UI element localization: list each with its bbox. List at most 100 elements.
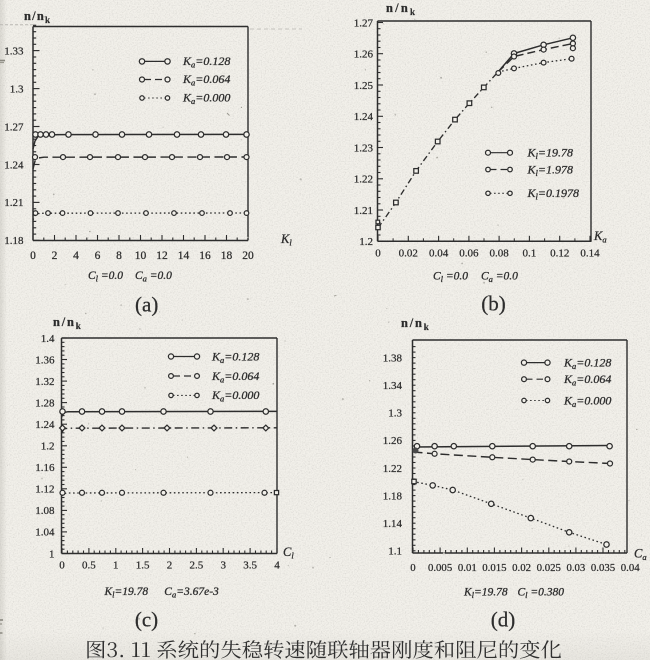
svg-text:Cl: Cl (283, 545, 294, 561)
svg-text:1.27: 1.27 (4, 121, 24, 133)
svg-text:0.06: 0.06 (459, 248, 479, 260)
svg-text:0.035: 0.035 (591, 562, 615, 574)
svg-text:4: 4 (274, 560, 280, 572)
svg-text:1.24: 1.24 (4, 159, 24, 171)
svg-text:1.26: 1.26 (383, 435, 403, 447)
svg-text:2: 2 (52, 250, 58, 262)
svg-text:3: 3 (220, 560, 226, 572)
svg-text:Ca=3.67e-3: Ca=3.67e-3 (164, 586, 219, 600)
svg-text:1.18: 1.18 (4, 235, 24, 247)
svg-text:Ka=0.128: Ka=0.128 (182, 54, 230, 70)
svg-text:1.1: 1.1 (388, 546, 402, 558)
svg-text:Ka=0.064: Ka=0.064 (563, 372, 611, 388)
svg-text:0.04: 0.04 (429, 248, 449, 260)
svg-text:2: 2 (167, 560, 173, 572)
svg-text:(d): (d) (491, 608, 516, 632)
svg-text:0.14: 0.14 (580, 248, 600, 260)
svg-text:1.25: 1.25 (354, 80, 374, 92)
svg-text:Ka=0.064: Ka=0.064 (211, 369, 259, 385)
svg-text:1.21: 1.21 (4, 197, 23, 209)
svg-text:Ka=0.064: Ka=0.064 (182, 72, 230, 88)
svg-text:n/nk: n/nk (401, 316, 431, 332)
svg-text:1.2: 1.2 (41, 441, 55, 453)
svg-text:0.1: 0.1 (523, 248, 537, 260)
svg-text:Ka=0.000: Ka=0.000 (563, 393, 611, 409)
svg-text:18: 18 (221, 250, 233, 262)
svg-text:1.23: 1.23 (354, 142, 374, 154)
svg-text:0.005: 0.005 (428, 562, 452, 574)
svg-text:1.21: 1.21 (354, 205, 373, 217)
svg-text:n/nk: n/nk (53, 315, 83, 331)
svg-text:(a): (a) (135, 293, 158, 317)
svg-text:n/nk: n/nk (386, 1, 417, 17)
svg-text:1: 1 (49, 548, 55, 560)
svg-text:10: 10 (135, 250, 147, 262)
svg-text:0.025: 0.025 (537, 562, 561, 574)
svg-text:0: 0 (410, 562, 415, 574)
svg-text:1.04: 1.04 (35, 527, 55, 539)
svg-text:0.02: 0.02 (399, 248, 418, 260)
svg-text:1.34: 1.34 (383, 380, 403, 392)
svg-text:0.5: 0.5 (82, 560, 96, 572)
svg-text:1.38: 1.38 (383, 352, 403, 364)
svg-text:(c): (c) (135, 608, 158, 632)
svg-text:6: 6 (95, 250, 101, 262)
svg-text:0.01: 0.01 (458, 562, 477, 574)
svg-text:0.03: 0.03 (566, 562, 585, 574)
svg-text:3.5: 3.5 (243, 560, 257, 572)
svg-text:14: 14 (178, 250, 190, 262)
svg-text:20: 20 (242, 250, 254, 262)
svg-text:1.22: 1.22 (383, 463, 402, 475)
svg-text:1.2: 1.2 (359, 236, 373, 248)
svg-text:1.36: 1.36 (35, 354, 55, 366)
svg-text:1.32: 1.32 (35, 376, 54, 388)
svg-text:Kl: Kl (280, 232, 292, 248)
svg-text:n/nk: n/nk (24, 9, 51, 25)
svg-text:Ka=0.000: Ka=0.000 (211, 388, 259, 404)
svg-text:0.04: 0.04 (621, 562, 640, 574)
svg-text:1.5: 1.5 (136, 560, 150, 572)
svg-text:4: 4 (73, 250, 79, 262)
svg-text:1.12: 1.12 (35, 484, 54, 496)
svg-text:1.16: 1.16 (35, 462, 55, 474)
svg-text:2.5: 2.5 (190, 560, 204, 572)
svg-text:0.08: 0.08 (489, 248, 509, 260)
svg-text:0: 0 (30, 250, 36, 262)
svg-text:Kl=19.78: Kl=19.78 (527, 146, 574, 162)
svg-text:1.33: 1.33 (4, 45, 24, 57)
svg-text:1.18: 1.18 (383, 490, 403, 502)
svg-text:Ka=0.128: Ka=0.128 (563, 355, 611, 371)
svg-text:1.27: 1.27 (354, 17, 374, 29)
svg-text:1.4: 1.4 (41, 333, 55, 345)
svg-text:Ca =0.0: Ca =0.0 (135, 270, 172, 284)
svg-text:1.24: 1.24 (35, 419, 55, 431)
svg-text:8: 8 (116, 250, 122, 262)
svg-text:0.02: 0.02 (512, 562, 531, 574)
svg-text:Cl =0.380: Cl =0.380 (518, 587, 565, 601)
svg-text:Kl=19.78: Kl=19.78 (104, 586, 149, 600)
svg-text:Ka=0.128: Ka=0.128 (211, 349, 259, 365)
svg-text:1.28: 1.28 (35, 397, 55, 409)
svg-text:Ca =0.0: Ca =0.0 (481, 271, 518, 285)
svg-text:1: 1 (113, 560, 119, 572)
svg-text:Kl=0.1978: Kl=0.1978 (527, 186, 580, 202)
svg-text:1.3: 1.3 (10, 83, 24, 95)
svg-text:(b): (b) (481, 292, 506, 316)
svg-text:0: 0 (375, 248, 381, 260)
svg-text:1.14: 1.14 (383, 518, 403, 530)
svg-text:Kl=19.78: Kl=19.78 (463, 587, 508, 601)
svg-text:1.22: 1.22 (354, 174, 373, 186)
svg-text:1.24: 1.24 (354, 111, 374, 123)
svg-text:1.3: 1.3 (388, 408, 402, 420)
svg-text:12: 12 (156, 250, 168, 262)
svg-text:0.015: 0.015 (482, 562, 506, 574)
svg-text:16: 16 (199, 250, 211, 262)
svg-text:Cl =0.0: Cl =0.0 (88, 270, 123, 284)
svg-text:0.12: 0.12 (550, 248, 569, 260)
svg-text:1.26: 1.26 (354, 49, 374, 61)
svg-text:1.08: 1.08 (35, 505, 55, 517)
svg-text:Ka=0.000: Ka=0.000 (182, 91, 230, 107)
svg-text:Kl=1.978: Kl=1.978 (527, 162, 574, 178)
svg-text:Cl =0.0: Cl =0.0 (433, 271, 468, 285)
svg-text:0: 0 (59, 560, 65, 572)
